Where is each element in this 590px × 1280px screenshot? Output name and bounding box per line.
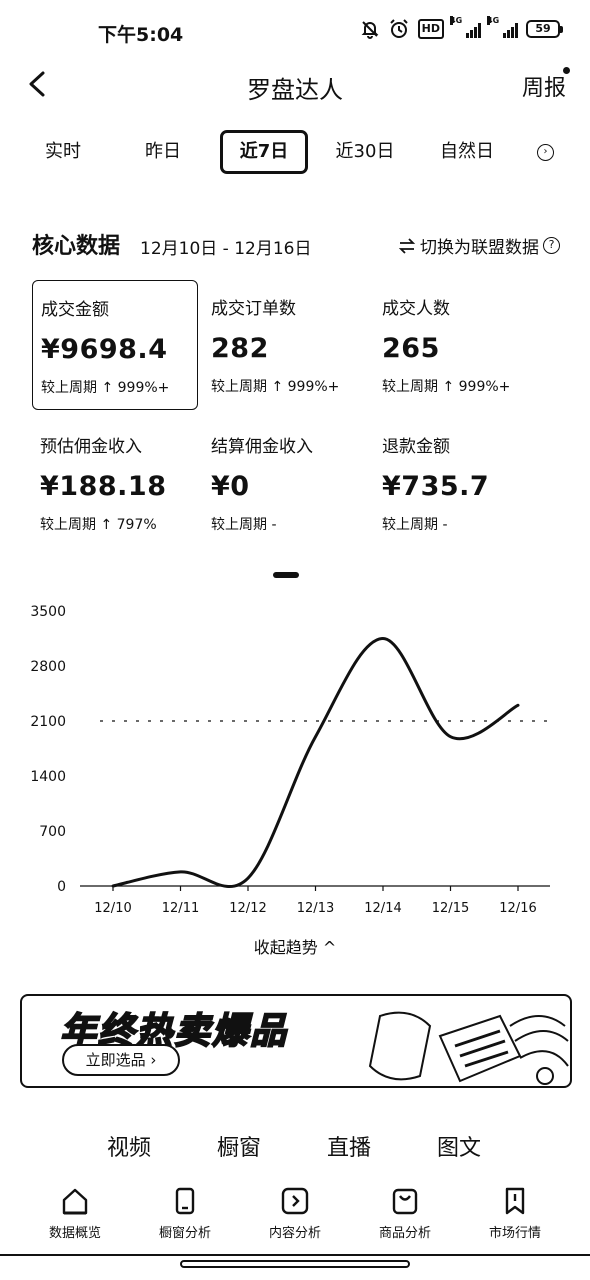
bookmark-icon xyxy=(505,1187,525,1215)
metric-value: ¥9698.4 xyxy=(41,334,168,365)
question-circle-icon[interactable]: ? xyxy=(543,237,560,254)
metric-label: 成交订单数 xyxy=(211,299,296,319)
page-title: 罗盘达人 xyxy=(247,76,343,104)
signal-icon: 4G xyxy=(450,16,481,38)
select-products-button[interactable]: 立即选品 › xyxy=(62,1044,180,1076)
tab-last-30-days[interactable]: 近30日 xyxy=(335,141,395,162)
metric-refund-amount[interactable]: 退款金额 ¥735.7 较上周期 - xyxy=(374,418,540,548)
metric-label: 退款金额 xyxy=(382,437,450,457)
status-bar: 下午5:04 HD 4G 4G 59 xyxy=(0,0,590,64)
x-tick-label: 12/15 xyxy=(432,901,469,916)
play-square-icon xyxy=(281,1187,309,1215)
series-line xyxy=(111,636,520,888)
metric-value: 265 xyxy=(382,333,440,364)
y-tick-label: 0 xyxy=(57,879,66,895)
chevron-up-icon: ^ xyxy=(322,938,337,957)
metric-change: 较上周期 ↑ 999%+ xyxy=(211,379,340,395)
metric-label: 成交人数 xyxy=(382,299,450,319)
metric-estimated-commission[interactable]: 预估佣金收入 ¥188.18 较上周期 ↑ 797% xyxy=(32,418,198,548)
status-icons: HD 4G 4G 59 xyxy=(360,16,563,40)
metric-value: ¥735.7 xyxy=(382,471,490,502)
tab-natural-day[interactable]: 自然日 xyxy=(440,141,494,162)
bottom-nav-label: 橱窗分析 xyxy=(158,1226,211,1241)
y-tick-label: 2100 xyxy=(30,714,66,730)
home-icon xyxy=(62,1188,88,1215)
chevron-left-icon[interactable] xyxy=(26,70,48,98)
bottom-nav-overview[interactable]: 数据概览 xyxy=(20,1180,130,1241)
x-tick-label: 12/14 xyxy=(364,901,401,916)
tab-realtime[interactable]: 实时 xyxy=(45,141,81,162)
metric-value: ¥0 xyxy=(211,471,250,502)
core-data-header: 核心数据 12月10日 - 12月16日 切换为联盟数据 ? xyxy=(32,228,572,262)
swap-icon xyxy=(398,237,416,254)
notification-dot xyxy=(563,67,570,74)
bottom-nav-label: 数据概览 xyxy=(48,1226,101,1241)
weekly-report-button[interactable]: 周报 xyxy=(521,76,566,101)
y-tick-label: 700 xyxy=(39,824,66,840)
signal-icon: 4G xyxy=(487,16,518,38)
metric-change: 较上周期 - xyxy=(382,517,448,533)
tab-video[interactable]: 视频 xyxy=(107,1136,152,1161)
y-tick-label: 3500 xyxy=(30,604,66,620)
x-tick-label: 12/11 xyxy=(162,901,199,916)
nav-bar: 罗盘达人 周报 xyxy=(0,60,590,110)
x-tick-label: 12/16 xyxy=(499,901,536,916)
metric-change: 较上周期 - xyxy=(211,517,277,533)
bottom-nav-label: 市场行情 xyxy=(488,1226,541,1241)
tab-image-text[interactable]: 图文 xyxy=(437,1136,482,1161)
metric-settled-commission[interactable]: 结算佣金收入 ¥0 较上周期 - xyxy=(203,418,369,548)
tab-yesterday[interactable]: 昨日 xyxy=(145,141,181,162)
x-tick-label: 12/12 xyxy=(229,901,266,916)
switch-alliance-data-link[interactable]: 切换为联盟数据 ? xyxy=(398,233,560,258)
metric-change: 较上周期 ↑ 999%+ xyxy=(41,380,170,396)
shopping-bag-icon xyxy=(392,1188,418,1215)
metric-gmv[interactable]: 成交金额 ¥9698.4 较上周期 ↑ 999%+ xyxy=(32,280,198,410)
home-indicator[interactable] xyxy=(180,1260,410,1268)
bottom-nav-market[interactable]: 市场行情 xyxy=(460,1180,570,1241)
bottom-nav-products[interactable]: 商品分析 xyxy=(350,1180,460,1241)
hd-icon: HD xyxy=(417,19,444,39)
metric-label: 结算佣金收入 xyxy=(211,437,313,457)
metric-buyers[interactable]: 成交人数 265 较上周期 ↑ 999%+ xyxy=(374,280,540,410)
trend-chart: 0 700 1400 2100 2800 3500 12/10 12/11 12/12 12/13… xyxy=(0,596,590,926)
bottom-nav-content[interactable]: 内容分析 xyxy=(240,1180,350,1241)
system-nav-area xyxy=(0,1254,590,1280)
x-tick-label: 12/13 xyxy=(297,901,334,916)
metric-change: 较上周期 ↑ 797% xyxy=(40,517,157,533)
bottom-nav: 数据概览 橱窗分析 内容分析 商品分析 市场行情 xyxy=(0,1180,590,1250)
pager-indicator xyxy=(273,572,299,578)
tab-live[interactable]: 直播 xyxy=(327,1136,372,1161)
mute-bell-icon xyxy=(361,21,379,39)
bottom-nav-label: 内容分析 xyxy=(268,1226,321,1241)
metric-label: 预估佣金收入 xyxy=(40,437,142,457)
alarm-icon xyxy=(389,19,408,38)
status-time: 下午5:04 xyxy=(98,24,184,46)
collapse-trend-button[interactable]: 收起趋势 ^ xyxy=(0,934,590,958)
metric-value: ¥188.18 xyxy=(40,471,167,502)
metric-label: 成交金额 xyxy=(41,300,109,320)
date-range-tabs: 实时 昨日 近7日 近30日 自然日 › xyxy=(0,128,590,176)
collapse-trend-label: 收起趋势 xyxy=(253,938,318,957)
bottom-nav-label: 商品分析 xyxy=(378,1226,431,1241)
banner-illustration xyxy=(368,1011,569,1085)
phone-icon xyxy=(175,1187,195,1215)
x-tick-label: 12/10 xyxy=(94,901,131,916)
bottom-nav-showcase[interactable]: 橱窗分析 xyxy=(130,1180,240,1241)
arrow-right-circle-icon[interactable]: › xyxy=(537,144,554,161)
metric-value: 282 xyxy=(211,333,269,364)
tab-last-7-days[interactable]: 近7日 xyxy=(220,130,308,174)
promo-banner[interactable]: 年终热卖爆品 立即选品 › xyxy=(20,994,572,1088)
switch-label: 切换为联盟数据 xyxy=(420,238,539,258)
metric-orders[interactable]: 成交订单数 282 较上周期 ↑ 999%+ xyxy=(203,280,369,410)
trend-chart-svg: 0 700 1400 2100 2800 3500 12/10 12/11 12/12 12/13… xyxy=(30,604,555,916)
core-data-title: 核心数据 xyxy=(32,234,121,259)
tab-showcase[interactable]: 橱窗 xyxy=(217,1136,262,1161)
date-range-label: 12月10日 - 12月16日 xyxy=(140,239,312,259)
metric-change: 较上周期 ↑ 999%+ xyxy=(382,379,511,395)
battery-icon: 59 xyxy=(526,20,563,38)
y-tick-label: 2800 xyxy=(30,659,66,675)
y-tick-label: 1400 xyxy=(30,769,66,785)
content-type-tabs: 视频 橱窗 直播 图文 xyxy=(0,1130,590,1166)
